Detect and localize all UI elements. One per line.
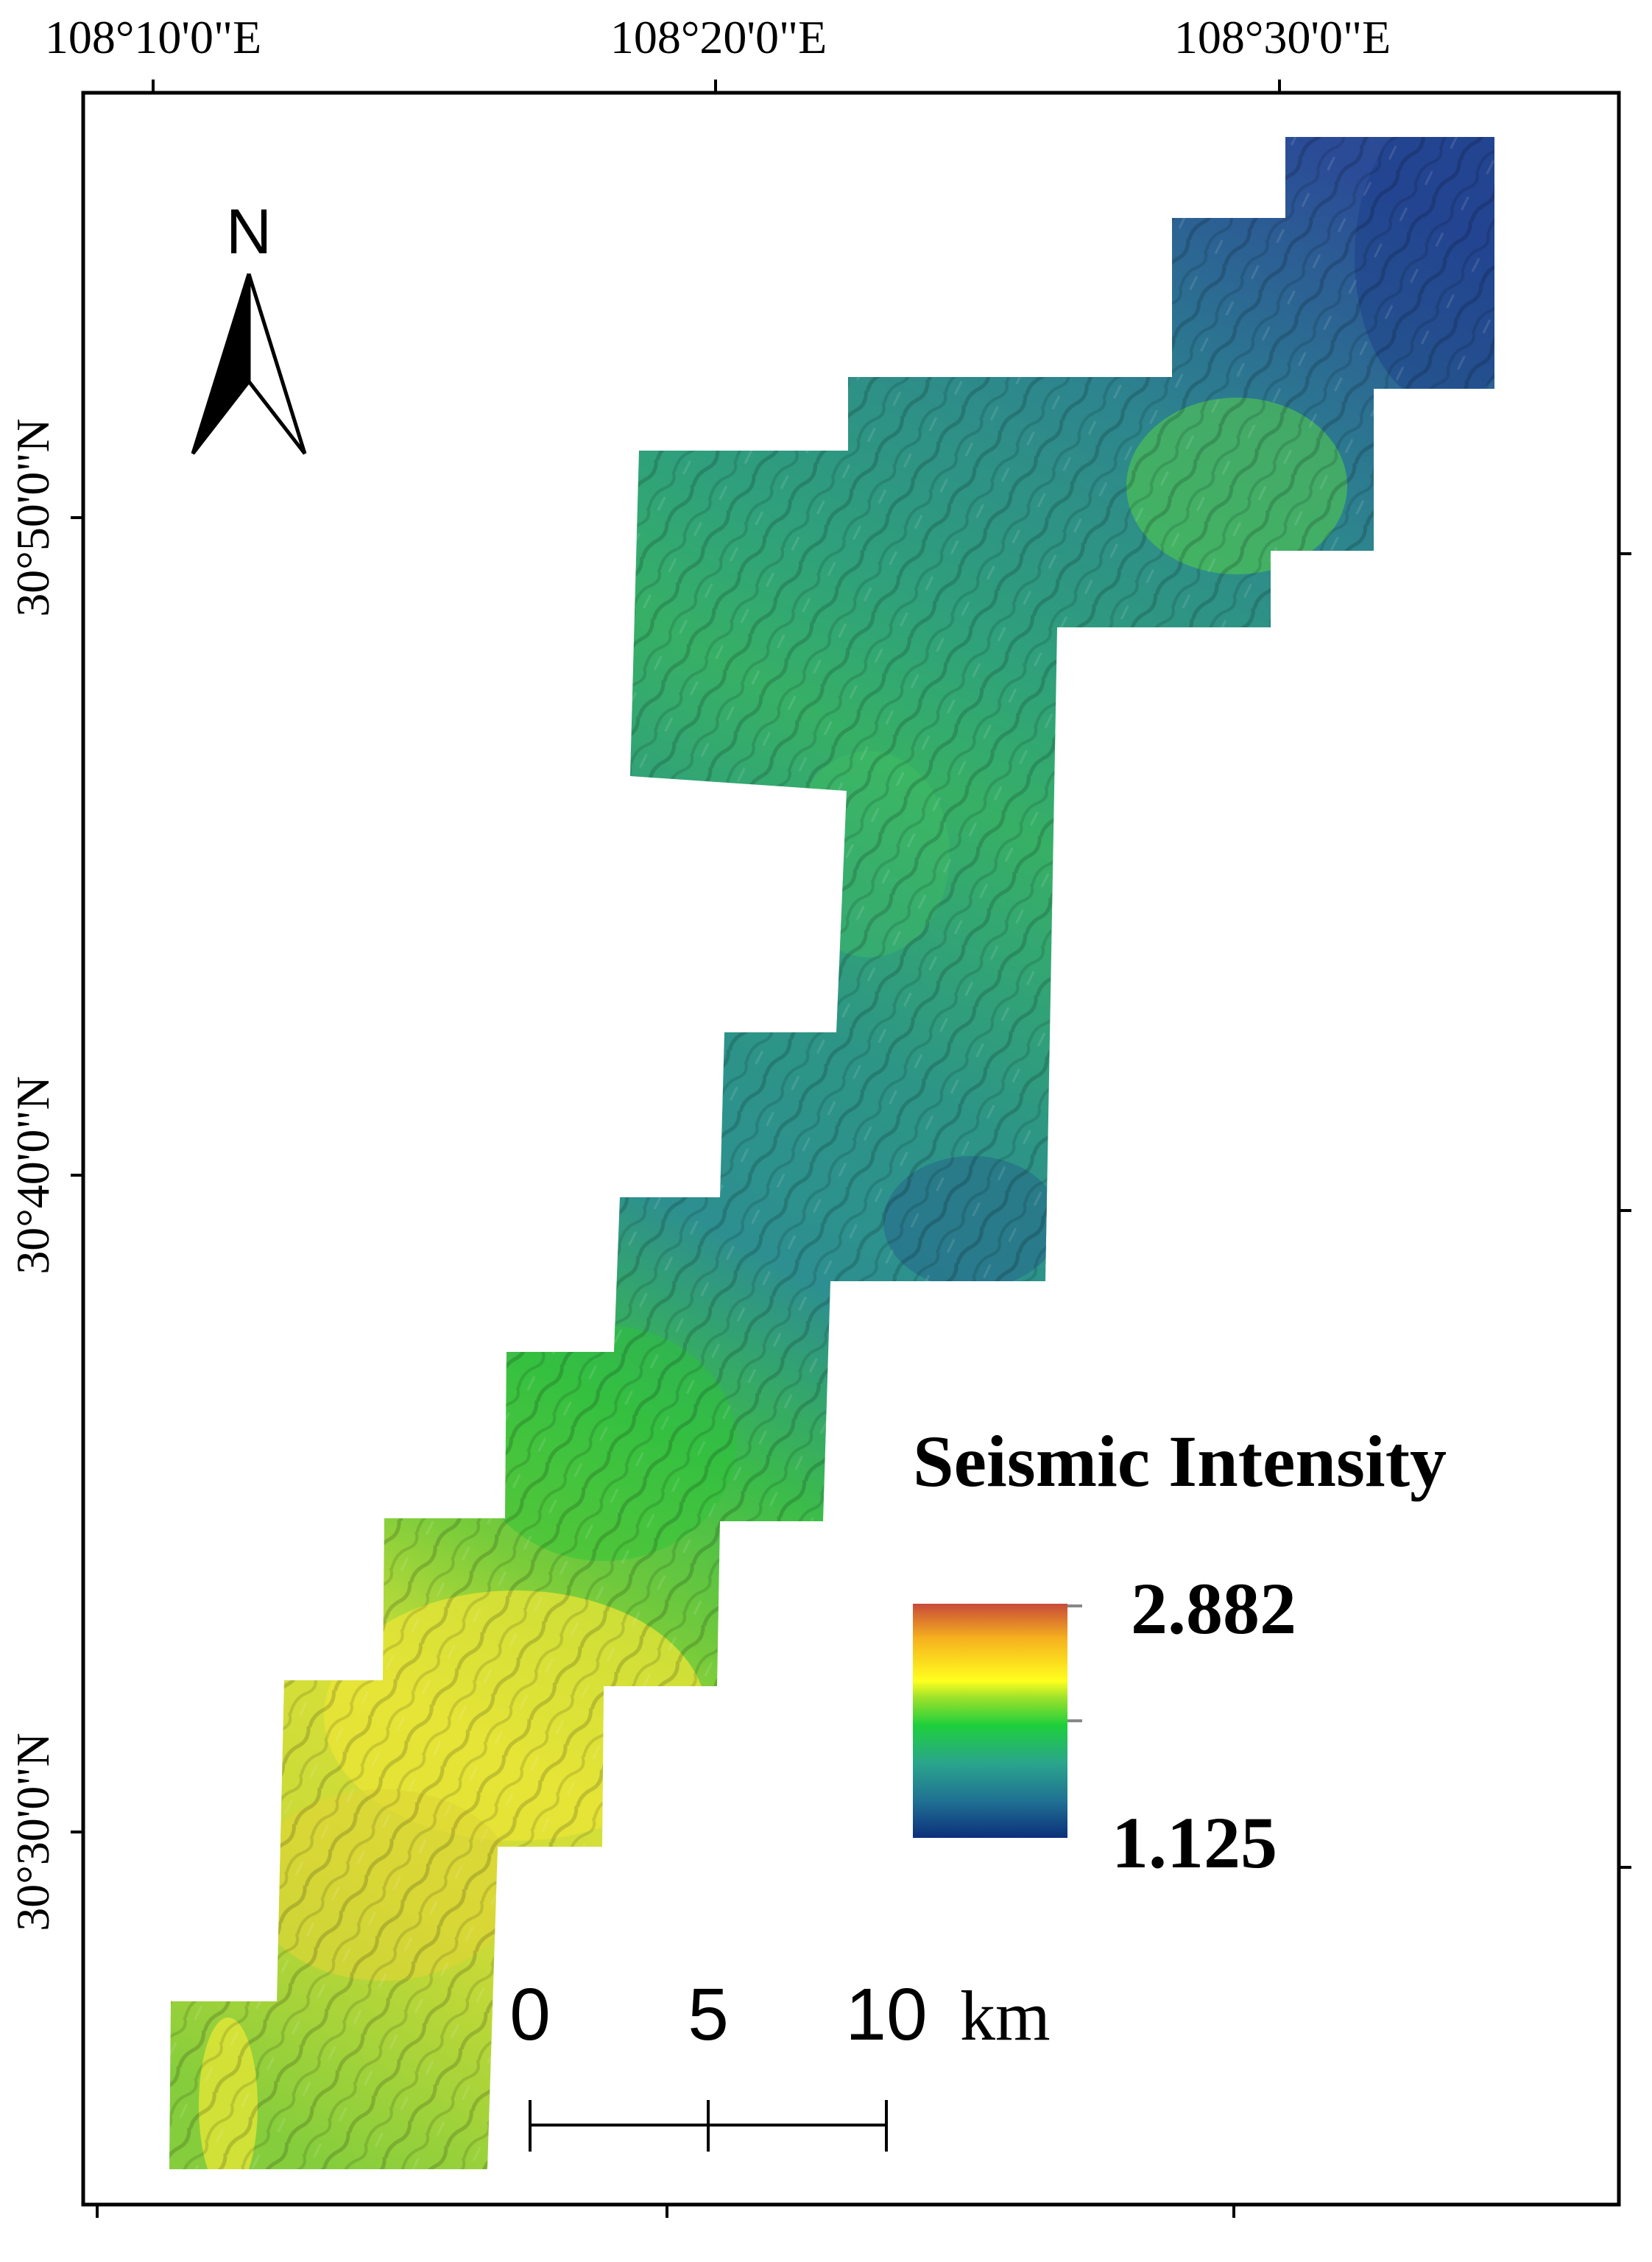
left-axis-label: 30°30'0"N — [7, 1733, 59, 1931]
north-arrow-icon: N — [191, 197, 307, 455]
legend-max-label: 2.882 — [1131, 1568, 1296, 1649]
top-axis-label: 108°10'0"E — [45, 11, 261, 63]
top-axis-label: 108°20'0"E — [610, 11, 827, 63]
scale-unit: km — [960, 1976, 1051, 2055]
scale-label-5: 5 — [688, 1973, 729, 2056]
left-axis-label: 30°50'0"N — [7, 418, 59, 616]
legend-color-ramp — [913, 1604, 1067, 1838]
legend-title: Seismic Intensity — [913, 1420, 1447, 1502]
legend: Seismic Intensity 2.882 1.125 — [913, 1420, 1447, 1884]
study-region — [169, 137, 1494, 2169]
legend-min-label: 1.125 — [1112, 1802, 1277, 1884]
scale-bar: 0 5 10 km — [509, 1973, 1051, 2152]
left-axis-label: 30°40'0"N — [7, 1076, 59, 1274]
scale-label-10: 10 — [845, 1973, 927, 2056]
map-frame — [81, 91, 1621, 2207]
top-axis-label: 108°30'0"E — [1174, 11, 1391, 63]
scale-label-0: 0 — [509, 1973, 551, 2056]
north-arrow-letter: N — [226, 197, 272, 267]
